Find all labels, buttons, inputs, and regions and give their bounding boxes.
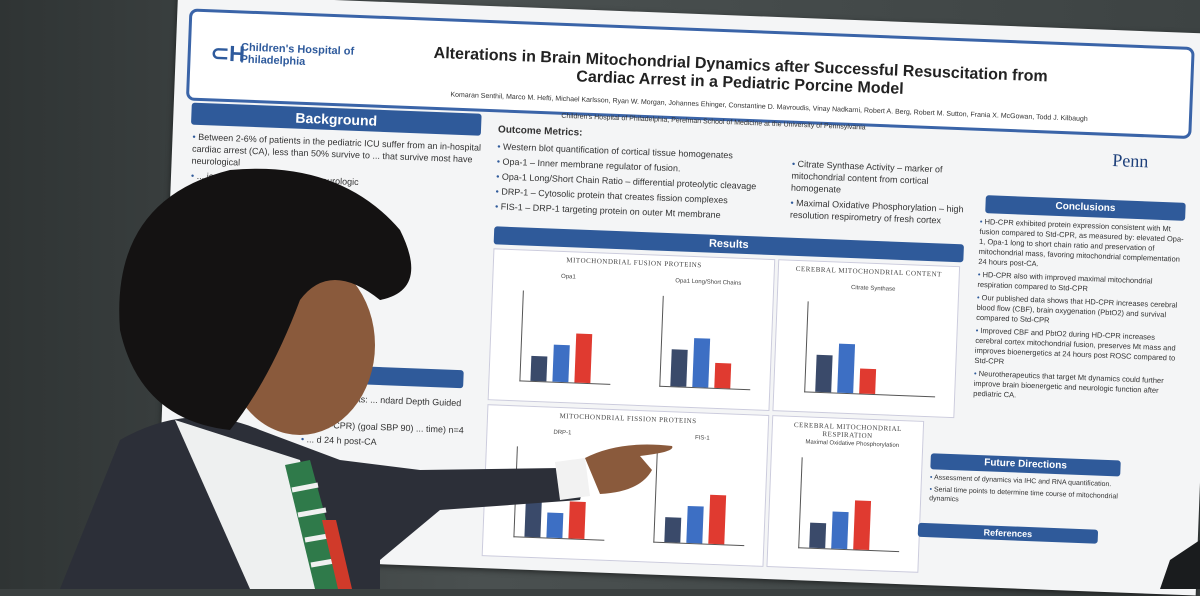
suit [60,417,585,589]
hair [119,168,412,430]
hand [585,444,673,494]
object [1160,540,1200,589]
cuff [555,458,590,500]
tie-stripes [291,482,341,568]
shirt [175,420,330,589]
tie [285,460,345,589]
lanyard [322,520,352,589]
